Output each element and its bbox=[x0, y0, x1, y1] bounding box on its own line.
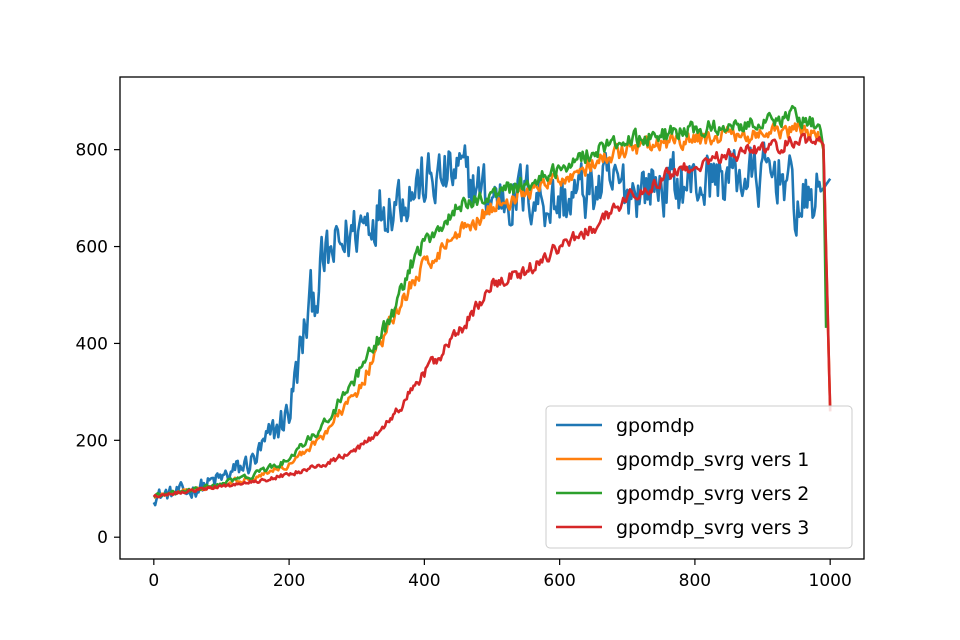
y-axis: 0 200 400 600 800 bbox=[76, 141, 120, 548]
series-layer bbox=[152, 104, 832, 507]
x-tick-label: 400 bbox=[408, 571, 440, 591]
y-tick-label: 0 bbox=[97, 528, 108, 548]
x-axis: 0 200 400 600 800 1000 bbox=[148, 559, 852, 591]
legend-label: gpomdp_svrg vers 2 bbox=[616, 483, 809, 505]
series-line-4 bbox=[152, 132, 832, 499]
y-tick-label: 200 bbox=[76, 431, 108, 451]
x-tick-label: 200 bbox=[273, 571, 305, 591]
y-tick-label: 800 bbox=[76, 141, 108, 161]
x-tick-label: 1000 bbox=[809, 571, 852, 591]
series-line-2 bbox=[153, 120, 832, 499]
x-tick-label: 800 bbox=[679, 571, 711, 591]
x-tick-label: 0 bbox=[148, 571, 159, 591]
x-tick-label: 600 bbox=[543, 571, 575, 591]
plot-frame bbox=[119, 76, 865, 560]
series-line-1 bbox=[152, 141, 832, 507]
legend-label: gpomdp_svrg vers 1 bbox=[616, 449, 809, 471]
legend: gpomdp gpomdp_svrg vers 1 gpomdp_svrg vers… bbox=[545, 405, 853, 549]
y-tick-label: 400 bbox=[76, 334, 108, 354]
legend-label: gpomdp_svrg vers 3 bbox=[616, 517, 809, 539]
legend-label: gpomdp bbox=[616, 415, 694, 437]
legend-box bbox=[545, 405, 853, 549]
y-tick-label: 600 bbox=[76, 238, 108, 258]
series-line-3 bbox=[152, 104, 828, 499]
